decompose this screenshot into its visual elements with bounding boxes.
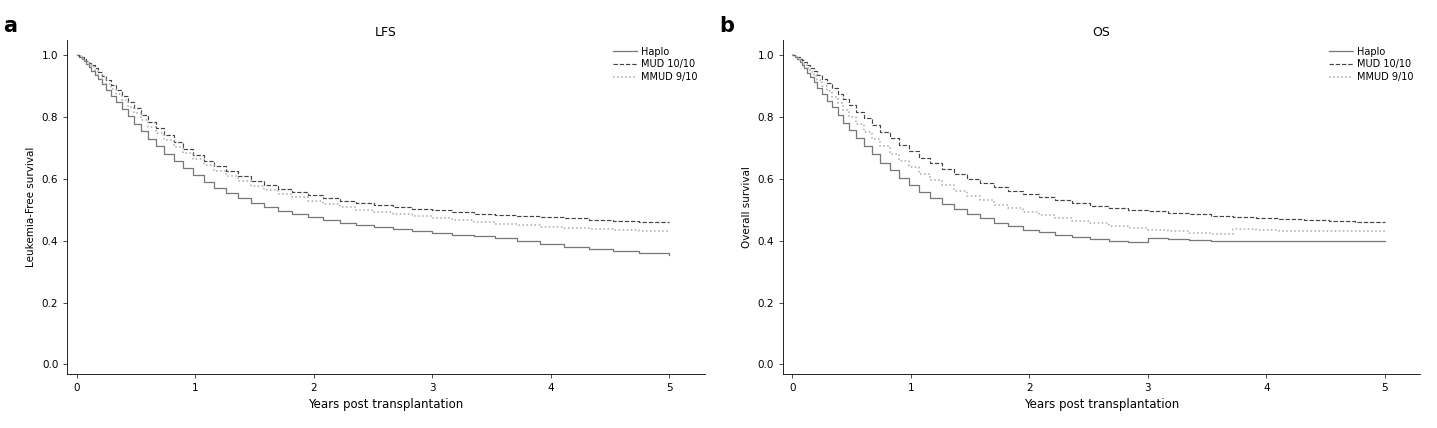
Title: OS: OS	[1092, 26, 1111, 39]
X-axis label: Years post transplantation: Years post transplantation	[1025, 398, 1180, 411]
X-axis label: Years post transplantation: Years post transplantation	[309, 398, 464, 411]
Y-axis label: Overall survival: Overall survival	[741, 166, 752, 248]
Title: LFS: LFS	[375, 26, 397, 39]
Y-axis label: Leukemia-Free survival: Leukemia-Free survival	[26, 146, 36, 267]
Text: a: a	[3, 16, 17, 36]
Legend: Haplo, MUD 10/10, MMUD 9/10: Haplo, MUD 10/10, MMUD 9/10	[611, 45, 700, 84]
Text: b: b	[720, 16, 734, 36]
Legend: Haplo, MUD 10/10, MMUD 9/10: Haplo, MUD 10/10, MMUD 9/10	[1326, 45, 1415, 84]
